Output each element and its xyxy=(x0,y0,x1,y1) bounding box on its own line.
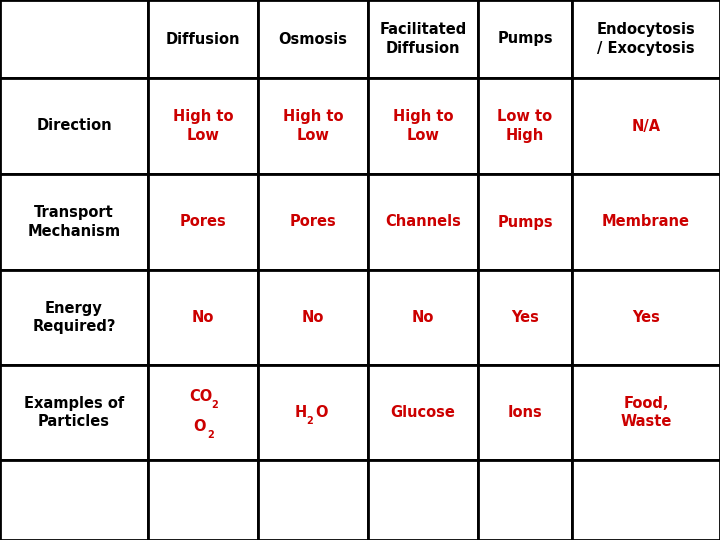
Text: Energy
Required?: Energy Required? xyxy=(32,301,116,334)
Bar xyxy=(0,365,148,460)
Bar xyxy=(368,270,478,365)
Bar xyxy=(0,270,148,365)
Text: No: No xyxy=(302,310,324,325)
Text: 2: 2 xyxy=(307,415,313,426)
Text: Yes: Yes xyxy=(511,310,539,325)
Bar xyxy=(0,78,148,174)
Bar xyxy=(258,174,368,270)
Bar xyxy=(368,78,478,174)
Bar xyxy=(478,0,572,78)
Bar xyxy=(258,270,368,365)
Bar xyxy=(148,78,258,174)
Text: Channels: Channels xyxy=(385,214,461,230)
Text: Pumps: Pumps xyxy=(498,214,553,230)
Text: No: No xyxy=(412,310,434,325)
Text: N/A: N/A xyxy=(631,118,660,133)
Bar xyxy=(368,365,478,460)
Text: 2: 2 xyxy=(212,400,218,409)
Text: 2: 2 xyxy=(207,429,215,440)
Bar xyxy=(368,0,478,78)
Text: H: H xyxy=(295,405,307,420)
Text: O: O xyxy=(193,419,205,434)
Bar xyxy=(368,460,478,540)
Bar xyxy=(0,0,148,78)
Text: Glucose: Glucose xyxy=(390,405,456,420)
Bar xyxy=(148,365,258,460)
Bar xyxy=(572,0,720,78)
Bar xyxy=(0,460,148,540)
Bar xyxy=(572,78,720,174)
Bar xyxy=(148,174,258,270)
Bar xyxy=(0,174,148,270)
Bar xyxy=(572,365,720,460)
Text: Yes: Yes xyxy=(632,310,660,325)
Bar xyxy=(258,78,368,174)
Text: Osmosis: Osmosis xyxy=(279,31,348,46)
Text: Membrane: Membrane xyxy=(602,214,690,230)
Text: Facilitated
Diffusion: Facilitated Diffusion xyxy=(379,22,467,56)
Text: Endocytosis
/ Exocytosis: Endocytosis / Exocytosis xyxy=(597,22,696,56)
Text: Transport
Mechanism: Transport Mechanism xyxy=(27,205,120,239)
Bar xyxy=(572,174,720,270)
Bar xyxy=(478,78,572,174)
Text: Food,
Waste: Food, Waste xyxy=(621,396,672,429)
Bar xyxy=(258,365,368,460)
Text: Diffusion: Diffusion xyxy=(166,31,240,46)
Bar xyxy=(478,270,572,365)
Text: Low to
High: Low to High xyxy=(498,109,552,143)
Text: CO: CO xyxy=(189,389,212,404)
Bar xyxy=(478,460,572,540)
Text: Pores: Pores xyxy=(289,214,336,230)
Bar xyxy=(258,0,368,78)
Bar xyxy=(478,365,572,460)
Text: No: No xyxy=(192,310,214,325)
Bar xyxy=(148,270,258,365)
Bar xyxy=(148,0,258,78)
Bar xyxy=(478,174,572,270)
Text: Ions: Ions xyxy=(508,405,542,420)
Text: O: O xyxy=(315,405,328,420)
Bar xyxy=(572,270,720,365)
Text: High to
Low: High to Low xyxy=(283,109,343,143)
Bar xyxy=(258,460,368,540)
Text: High to
Low: High to Low xyxy=(173,109,233,143)
Text: Examples of
Particles: Examples of Particles xyxy=(24,396,124,429)
Text: Pumps: Pumps xyxy=(498,31,553,46)
Text: Direction: Direction xyxy=(36,118,112,133)
Bar xyxy=(148,460,258,540)
Text: Pores: Pores xyxy=(179,214,226,230)
Bar xyxy=(368,174,478,270)
Bar xyxy=(572,460,720,540)
Text: High to
Low: High to Low xyxy=(392,109,454,143)
